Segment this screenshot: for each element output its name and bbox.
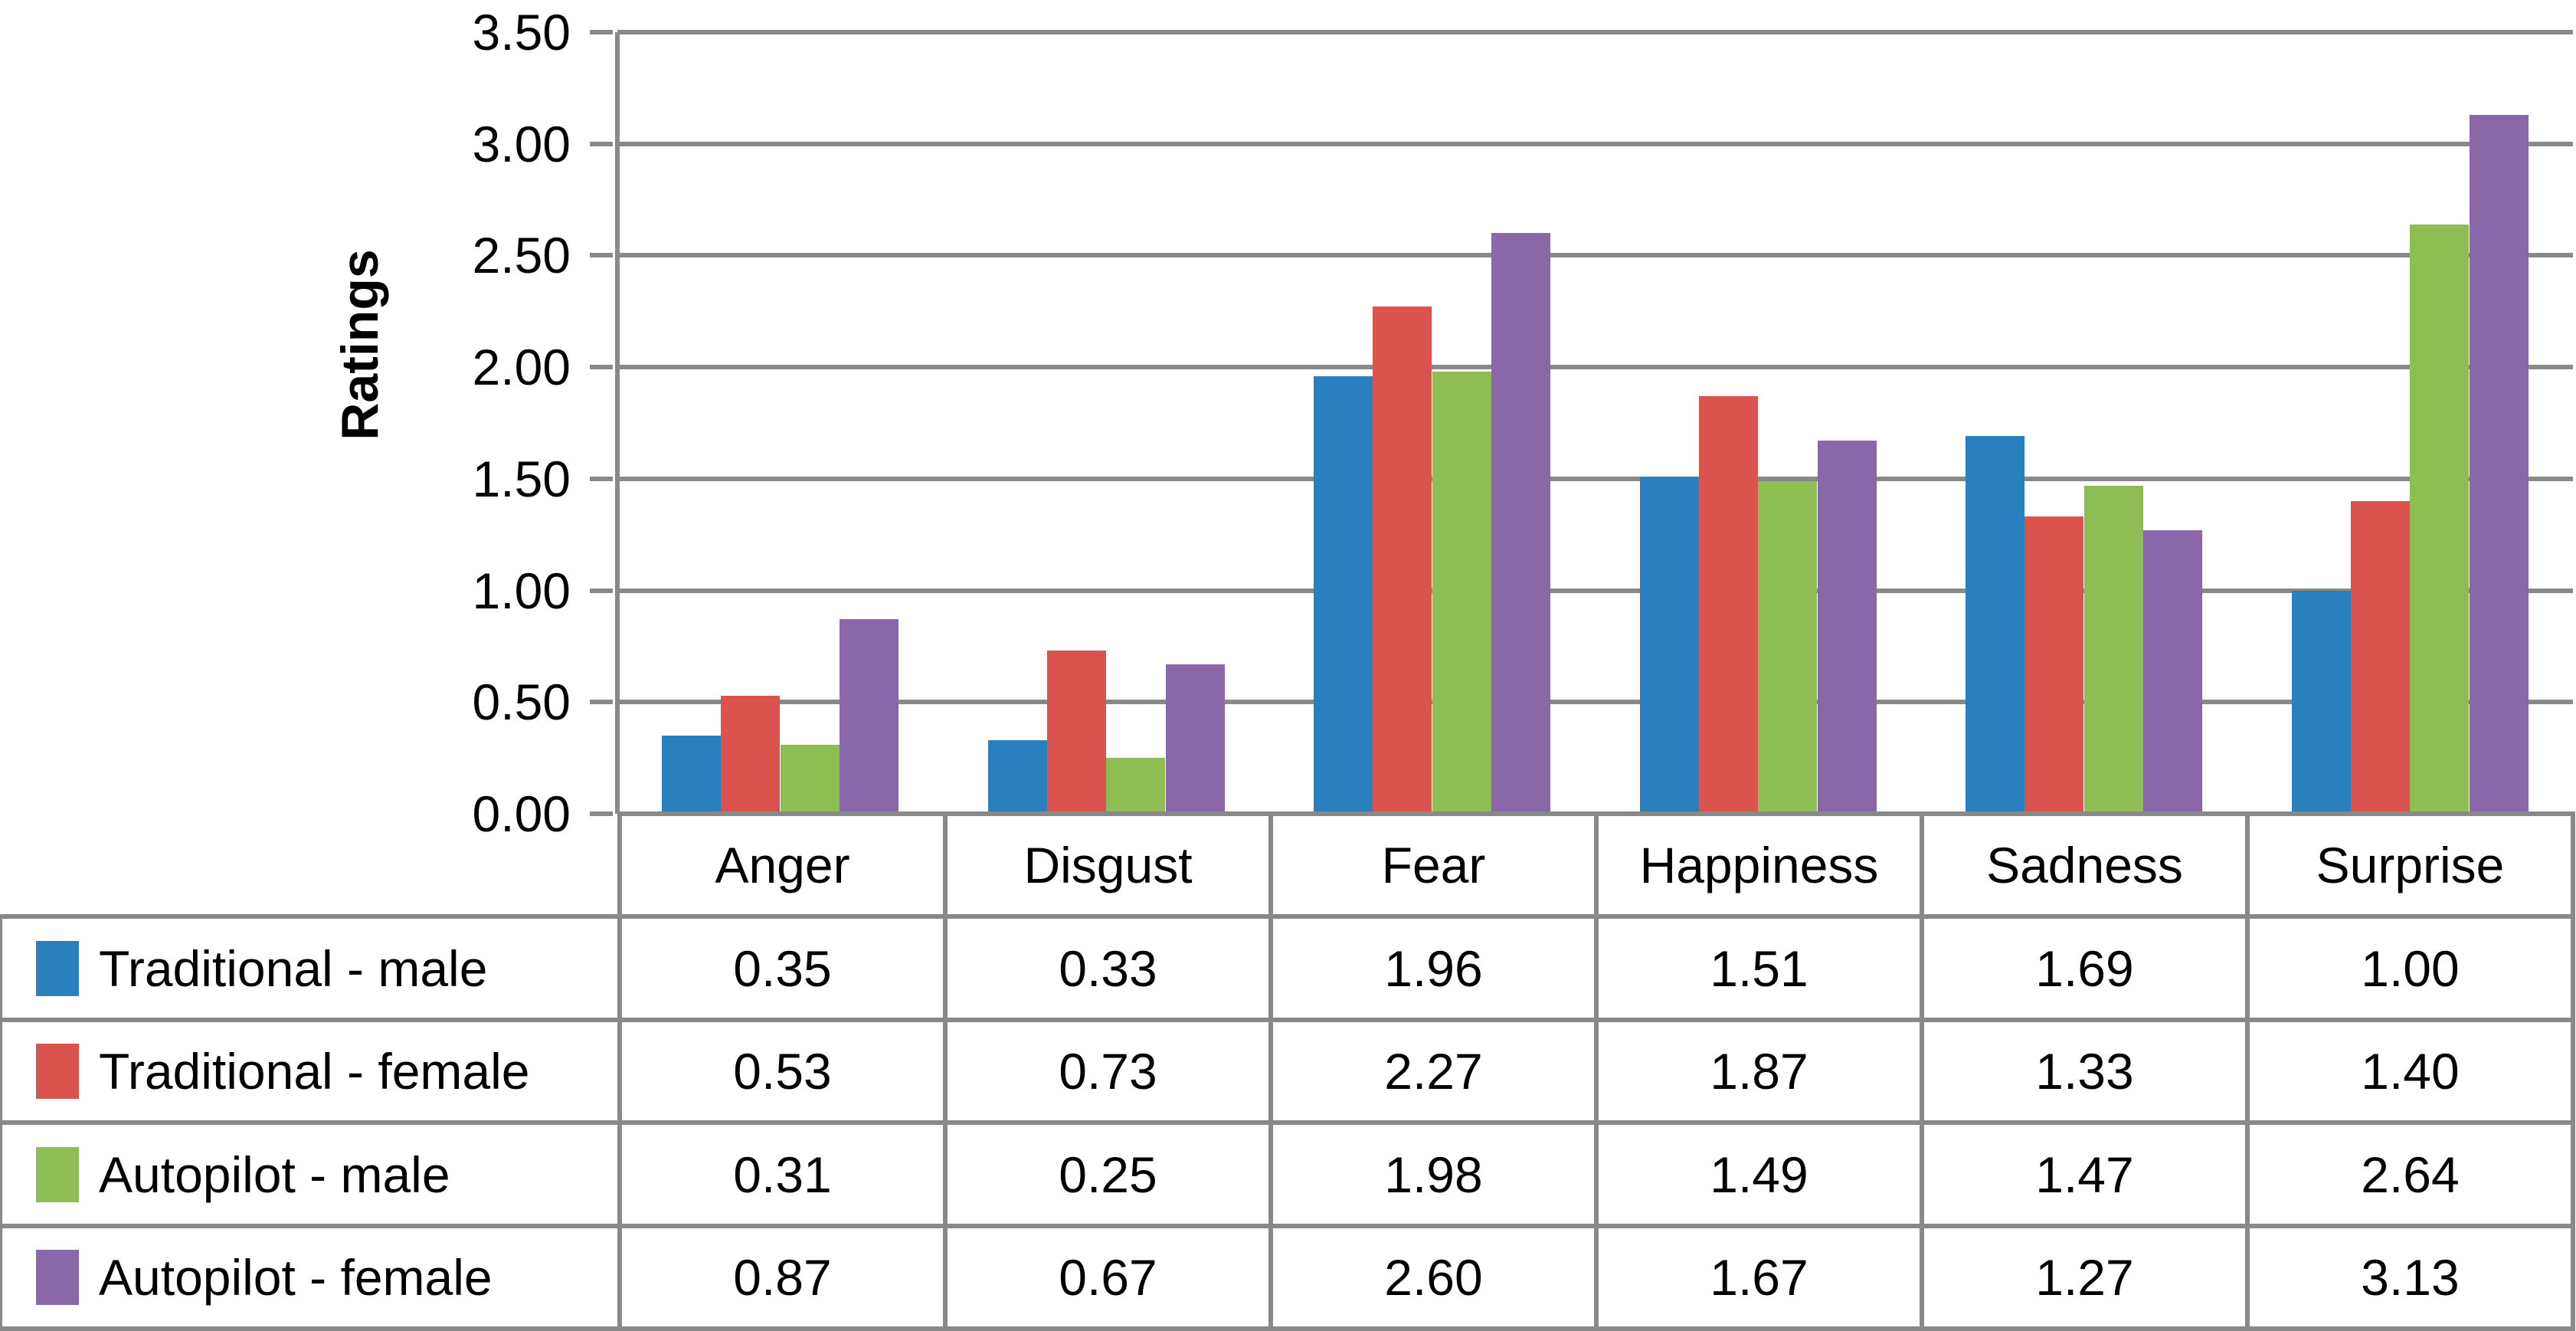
value-cell-traditional-female-disgust: 0.73 — [943, 1018, 1273, 1125]
y-axis-tick — [590, 700, 613, 704]
bar-autopilot-female-disgust — [1166, 664, 1225, 814]
legend-key-traditional-female — [36, 1044, 79, 1099]
bar-autopilot-female-fear — [1491, 233, 1550, 814]
category-header-happiness: Happiness — [1594, 811, 1924, 919]
bar-autopilot-female-happiness — [1818, 441, 1877, 814]
category-header-surprise: Surprise — [2245, 811, 2575, 919]
bar-traditional-male-sadness — [1966, 436, 2024, 814]
legend-label: Autopilot - male — [99, 1146, 450, 1203]
bar-autopilot-male-surprise — [2410, 225, 2469, 814]
bar-autopilot-male-disgust — [1106, 758, 1165, 814]
legend-key-autopilot-female — [36, 1250, 79, 1305]
value-cell-autopilot-male-fear: 1.98 — [1268, 1120, 1599, 1228]
value-cell-autopilot-female-sadness: 1.27 — [1920, 1224, 2250, 1331]
value-cell-traditional-male-disgust: 0.33 — [943, 914, 1273, 1022]
category-header-disgust: Disgust — [943, 811, 1273, 919]
legend-key-autopilot-male — [36, 1146, 79, 1202]
value-cell-autopilot-male-sadness: 1.47 — [1920, 1120, 2250, 1228]
bar-traditional-female-anger — [721, 696, 780, 814]
gridline — [617, 30, 2573, 34]
value-cell-autopilot-female-fear: 2.60 — [1268, 1224, 1599, 1331]
y-axis-tick-label: 1.00 — [472, 562, 571, 619]
y-axis-tick — [590, 30, 613, 34]
y-axis-tick — [590, 142, 613, 146]
bar-traditional-female-fear — [1373, 307, 1432, 814]
bar-traditional-female-happiness — [1699, 396, 1758, 814]
value-cell-traditional-male-sadness: 1.69 — [1920, 914, 2250, 1022]
bar-autopilot-male-sadness — [2084, 486, 2143, 814]
legend-cell-traditional-male: Traditional - male — [0, 914, 622, 1022]
value-cell-autopilot-male-happiness: 1.49 — [1594, 1120, 1924, 1228]
bar-traditional-male-anger — [662, 736, 721, 814]
y-axis-line — [615, 32, 620, 814]
y-axis-tick-label: 2.00 — [472, 339, 571, 395]
value-cell-traditional-male-fear: 1.96 — [1268, 914, 1599, 1022]
y-axis-tick-label: 2.50 — [472, 227, 571, 284]
value-cell-traditional-female-happiness: 1.87 — [1594, 1018, 1924, 1125]
bar-traditional-female-disgust — [1047, 651, 1106, 814]
legend-cell-autopilot-female: Autopilot - female — [0, 1224, 622, 1331]
category-header-sadness: Sadness — [1920, 811, 2250, 919]
value-cell-autopilot-male-anger: 0.31 — [617, 1120, 948, 1228]
bar-traditional-female-sadness — [2024, 516, 2083, 814]
value-cell-autopilot-female-surprise: 3.13 — [2245, 1224, 2575, 1331]
value-cell-autopilot-female-disgust: 0.67 — [943, 1224, 1273, 1331]
value-cell-traditional-female-anger: 0.53 — [617, 1018, 948, 1125]
bar-traditional-female-surprise — [2351, 501, 2410, 814]
bar-traditional-male-surprise — [2292, 591, 2351, 814]
y-axis-tick-label: 0.50 — [472, 674, 571, 730]
value-cell-traditional-female-surprise: 1.40 — [2245, 1018, 2575, 1125]
y-axis-tick — [590, 811, 613, 816]
gridline — [617, 477, 2573, 481]
gridline — [617, 700, 2573, 704]
value-cell-autopilot-female-anger: 0.87 — [617, 1224, 948, 1331]
legend-cell-autopilot-male: Autopilot - male — [0, 1120, 622, 1228]
bar-autopilot-female-anger — [840, 619, 898, 814]
data-table: Anger Disgust Fear Happiness Sadness Surprise… — [0, 811, 2575, 1331]
value-cell-autopilot-male-surprise: 2.64 — [2245, 1120, 2575, 1228]
legend-cell-traditional-female: Traditional - female — [0, 1018, 622, 1125]
bar-traditional-male-happiness — [1640, 477, 1699, 814]
value-cell-traditional-male-happiness: 1.51 — [1594, 914, 1924, 1022]
bar-autopilot-male-anger — [781, 745, 840, 814]
y-axis-tick — [590, 477, 613, 481]
gridline — [617, 253, 2573, 257]
y-axis-tick-label: 3.50 — [472, 4, 571, 61]
category-header-anger: Anger — [617, 811, 948, 919]
gridline — [617, 142, 2573, 146]
value-cell-autopilot-female-happiness: 1.67 — [1594, 1224, 1924, 1331]
bar-traditional-male-fear — [1314, 376, 1373, 814]
y-axis-tick-label: 3.00 — [472, 116, 571, 172]
value-cell-traditional-female-sadness: 1.33 — [1920, 1018, 2250, 1125]
value-cell-traditional-female-fear: 2.27 — [1268, 1018, 1599, 1125]
legend-label: Autopilot - female — [99, 1249, 493, 1306]
y-axis-tick-label: 0.00 — [472, 785, 571, 842]
y-axis-tick — [590, 365, 613, 369]
bar-autopilot-female-surprise — [2470, 115, 2529, 814]
bar-autopilot-male-happiness — [1758, 481, 1817, 814]
bar-traditional-male-disgust — [988, 740, 1047, 814]
value-cell-traditional-male-surprise: 1.00 — [2245, 914, 2575, 1022]
bar-autopilot-male-fear — [1432, 372, 1491, 814]
gridline — [617, 588, 2573, 593]
y-axis-tick-label: 1.50 — [472, 451, 571, 507]
bar-autopilot-female-sadness — [2143, 530, 2202, 814]
gridline — [617, 365, 2573, 369]
legend-label: Traditional - female — [99, 1043, 530, 1100]
value-cell-autopilot-male-disgust: 0.25 — [943, 1120, 1273, 1228]
value-cell-traditional-male-anger: 0.35 — [617, 914, 948, 1022]
legend-key-traditional-male — [36, 940, 79, 996]
y-axis-tick — [590, 588, 613, 593]
legend-label: Traditional - male — [99, 939, 488, 997]
category-header-fear: Fear — [1268, 811, 1599, 919]
y-axis-tick — [590, 253, 613, 257]
